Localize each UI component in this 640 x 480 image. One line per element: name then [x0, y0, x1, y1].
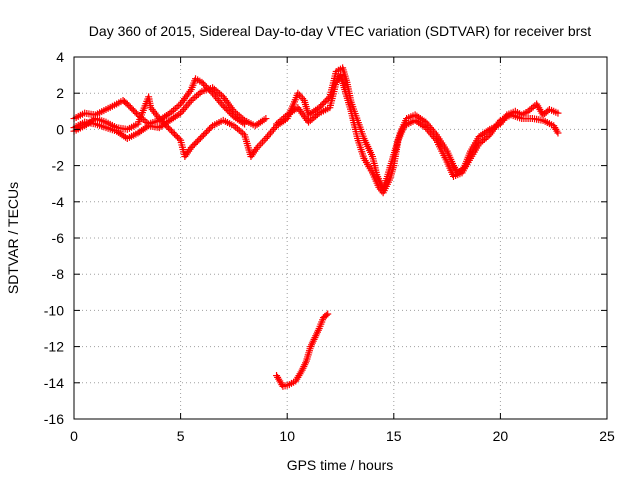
data-point [123, 100, 131, 108]
x-tick-label: 20 [493, 428, 509, 444]
data-point [155, 115, 163, 123]
data-point [128, 105, 136, 113]
data-point [321, 97, 329, 105]
series-track-a [70, 75, 249, 128]
series-track-e [273, 310, 332, 390]
data-point [189, 142, 197, 150]
data-point [206, 125, 214, 133]
data-point [317, 102, 325, 110]
data-point [207, 123, 215, 131]
data-point [222, 105, 230, 113]
data-point [219, 102, 227, 110]
data-point [322, 311, 330, 319]
y-tick-label: -16 [44, 411, 64, 427]
x-tick-label: 5 [177, 428, 185, 444]
data-point [132, 109, 140, 117]
data-point [199, 80, 207, 88]
data-point [158, 118, 166, 126]
data-point [320, 99, 328, 107]
data-point [160, 119, 168, 127]
data-point [163, 122, 171, 130]
data-point [193, 137, 201, 145]
x-tick-label: 0 [70, 428, 78, 444]
data-point [201, 81, 209, 89]
data-point [190, 140, 198, 148]
data-point [192, 139, 200, 147]
data-point [166, 125, 174, 133]
x-tick-label: 25 [599, 428, 615, 444]
y-tick-label: 0 [56, 121, 64, 137]
data-layer [70, 64, 562, 390]
y-tick-label: -10 [44, 302, 64, 318]
data-point [204, 126, 212, 134]
data-point [172, 132, 180, 140]
data-point [199, 131, 207, 139]
data-point [125, 102, 133, 110]
y-tick-label: -6 [52, 230, 65, 246]
data-point [195, 136, 203, 144]
y-tick-label: -12 [44, 339, 64, 355]
data-point [164, 124, 172, 132]
x-tick-label: 10 [279, 428, 295, 444]
data-point [131, 108, 139, 116]
data-point [175, 135, 183, 143]
data-point [167, 127, 175, 135]
y-tick-label: 4 [56, 49, 64, 65]
y-axis-label: SDTVAR / TECUs [5, 182, 21, 294]
data-point [171, 130, 179, 138]
data-point [169, 129, 177, 137]
data-point [202, 128, 210, 136]
data-point [554, 109, 562, 117]
data-point [262, 115, 270, 123]
data-point [126, 103, 134, 111]
data-point [221, 103, 229, 111]
data-point [318, 101, 326, 109]
y-tick-label: -2 [52, 158, 65, 174]
data-point [554, 129, 562, 137]
series-track-d [273, 71, 562, 197]
y-tick-label: -8 [52, 266, 65, 282]
data-point [201, 130, 209, 138]
y-tick-label: -14 [44, 375, 64, 391]
data-point [161, 121, 169, 129]
data-point [323, 96, 331, 104]
y-tick-label: -4 [52, 194, 65, 210]
tick-layer: 0 5 10 15 20 25 -16 -14 -12 -10 -8 -6 -4 -2 0 2 4 [44, 49, 615, 444]
data-point [174, 133, 182, 141]
data-point [198, 78, 206, 86]
x-axis-label: GPS time / hours [287, 457, 394, 473]
y-tick-label: 2 [56, 85, 64, 101]
data-point [196, 134, 204, 142]
chart-title: Day 360 of 2015, Sidereal Day-to-day VTE… [89, 23, 591, 39]
x-tick-label: 15 [386, 428, 402, 444]
data-point [129, 106, 137, 114]
data-point [324, 310, 332, 318]
data-point [187, 144, 195, 151]
data-point [157, 116, 165, 124]
data-point [198, 133, 206, 141]
